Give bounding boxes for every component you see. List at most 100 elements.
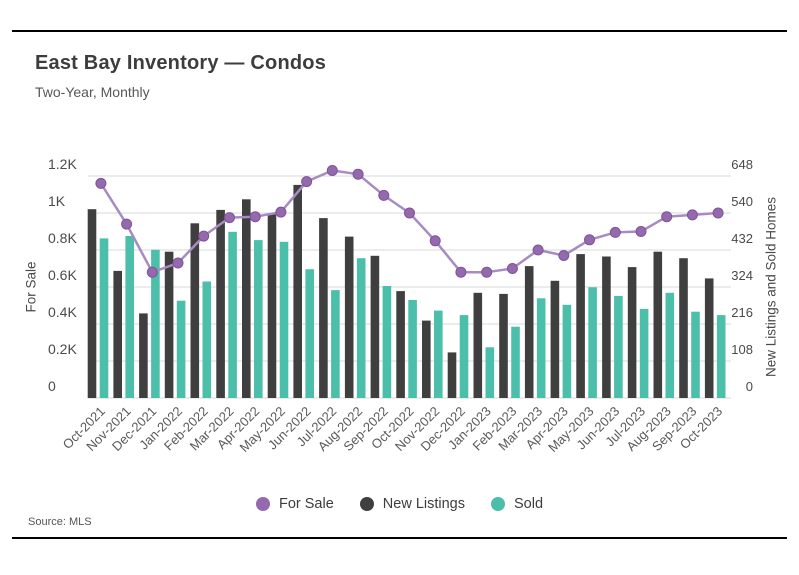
- for-sale-point: [481, 266, 493, 278]
- right-tick-label: 540: [731, 194, 753, 209]
- left-tick-label: 0.8K: [48, 230, 77, 246]
- for-sale-point: [429, 235, 441, 247]
- bar-new-listings: [627, 267, 637, 398]
- for-sale-point: [635, 226, 647, 237]
- bar-new-listings: [679, 258, 688, 398]
- bar-sold: [511, 326, 520, 398]
- sold-marker-icon: [490, 497, 505, 511]
- bar-sold: [434, 310, 443, 398]
- for-sale-point: [146, 266, 158, 278]
- for-sale-point: [121, 218, 133, 230]
- chart-title: East Bay Inventory — Condos: [35, 52, 327, 74]
- bar-new-listings: [87, 209, 97, 398]
- bar-sold: [665, 292, 675, 398]
- legend-label-sold: Sold: [513, 496, 544, 512]
- bar-new-listings: [344, 236, 354, 398]
- legend: For Sale New Listings Sold: [0, 491, 799, 517]
- bar-sold: [408, 300, 417, 398]
- combo-chart: 0 0.2K 0.4K 0.6K 0.8K 1K 1.2K 0 108 216 324 432 540 6…: [48, 156, 753, 455]
- bar-new-listings: [370, 255, 380, 398]
- bar-sold: [536, 298, 546, 398]
- left-tick-label: 0: [48, 378, 56, 394]
- right-tick-label: 432: [731, 231, 753, 246]
- for-sale-point: [198, 230, 210, 242]
- right-tick-label: 324: [731, 268, 753, 283]
- for-sale-point: [558, 250, 570, 261]
- bar-sold: [279, 241, 289, 398]
- legend-label-new-listings: New Listings: [382, 496, 465, 512]
- bar-sold: [485, 347, 495, 398]
- bar-new-listings: [319, 218, 328, 398]
- bar-new-listings: [216, 209, 225, 398]
- bar-sold: [614, 295, 623, 398]
- bar-new-listings: [242, 199, 251, 398]
- bar-new-listings: [396, 291, 405, 398]
- bar-new-listings: [422, 320, 431, 398]
- for-sale-point: [404, 207, 415, 219]
- legend-label-for-sale: For Sale: [278, 496, 334, 512]
- for-sale-point: [275, 206, 287, 218]
- bar-sold: [331, 290, 340, 398]
- for-sale-point: [378, 189, 390, 201]
- for-sale-point: [249, 211, 261, 223]
- right-tick-label: 216: [731, 305, 753, 320]
- bar-sold: [176, 300, 186, 398]
- bar-sold: [459, 315, 469, 398]
- bar-sold: [716, 315, 726, 398]
- for-sale-point: [301, 176, 313, 188]
- for-sale-point: [506, 263, 518, 274]
- top-rule: [12, 30, 787, 32]
- right-tick-label: 0: [746, 379, 753, 394]
- bar-new-listings: [447, 352, 457, 398]
- for-sale-point: [532, 244, 544, 256]
- right-tick-label: 108: [731, 342, 753, 357]
- bar-sold: [202, 281, 212, 398]
- bar-new-listings: [704, 278, 714, 398]
- bar-sold: [99, 238, 109, 398]
- left-tick-label: 0.6K: [48, 267, 77, 283]
- bar-new-listings: [602, 256, 611, 398]
- bar-new-listings: [473, 292, 483, 398]
- bar-sold: [562, 304, 572, 398]
- legend-item-new-listings: New Listings: [359, 496, 465, 512]
- bar-sold: [151, 249, 160, 398]
- for-sale-point: [686, 209, 698, 221]
- bar-new-listings: [139, 313, 148, 398]
- for-sale-point: [609, 226, 621, 238]
- legend-item-sold: Sold: [490, 496, 544, 512]
- bar-new-listings: [164, 251, 174, 398]
- legend-item-for-sale: For Sale: [255, 496, 334, 512]
- bar-sold: [691, 311, 700, 398]
- for-sale-point: [326, 165, 338, 176]
- bar-new-listings: [190, 223, 200, 398]
- for-sale-marker-icon: [255, 497, 270, 511]
- bar-new-listings: [524, 266, 534, 398]
- left-tick-label: 0.4K: [48, 304, 77, 320]
- for-sale-point: [455, 266, 467, 278]
- bar-sold: [305, 269, 314, 398]
- bar-sold: [125, 236, 134, 398]
- left-tick-label: 0.2K: [48, 341, 77, 357]
- bottom-rule: [12, 537, 787, 539]
- bar-sold: [382, 286, 392, 398]
- for-sale-point: [661, 211, 673, 223]
- for-sale-point: [712, 207, 724, 219]
- for-sale-point: [95, 177, 107, 189]
- for-sale-point: [224, 212, 235, 224]
- chart-subtitle: Two-Year, Monthly: [35, 84, 150, 100]
- bar-new-listings: [576, 254, 585, 398]
- left-tick-label: 1K: [48, 193, 66, 209]
- bar-sold: [254, 240, 263, 398]
- bar-new-listings: [267, 214, 277, 398]
- source-note: Source: MLS: [28, 516, 92, 528]
- bar-sold: [228, 231, 237, 398]
- right-tick-label: 648: [731, 157, 753, 172]
- bar-new-listings: [653, 251, 663, 398]
- bar-sold: [639, 308, 649, 398]
- for-sale-point: [172, 257, 184, 269]
- for-sale-point: [352, 168, 364, 180]
- bar-new-listings: [113, 270, 122, 398]
- bar-new-listings: [293, 184, 302, 398]
- for-sale-point: [584, 234, 595, 246]
